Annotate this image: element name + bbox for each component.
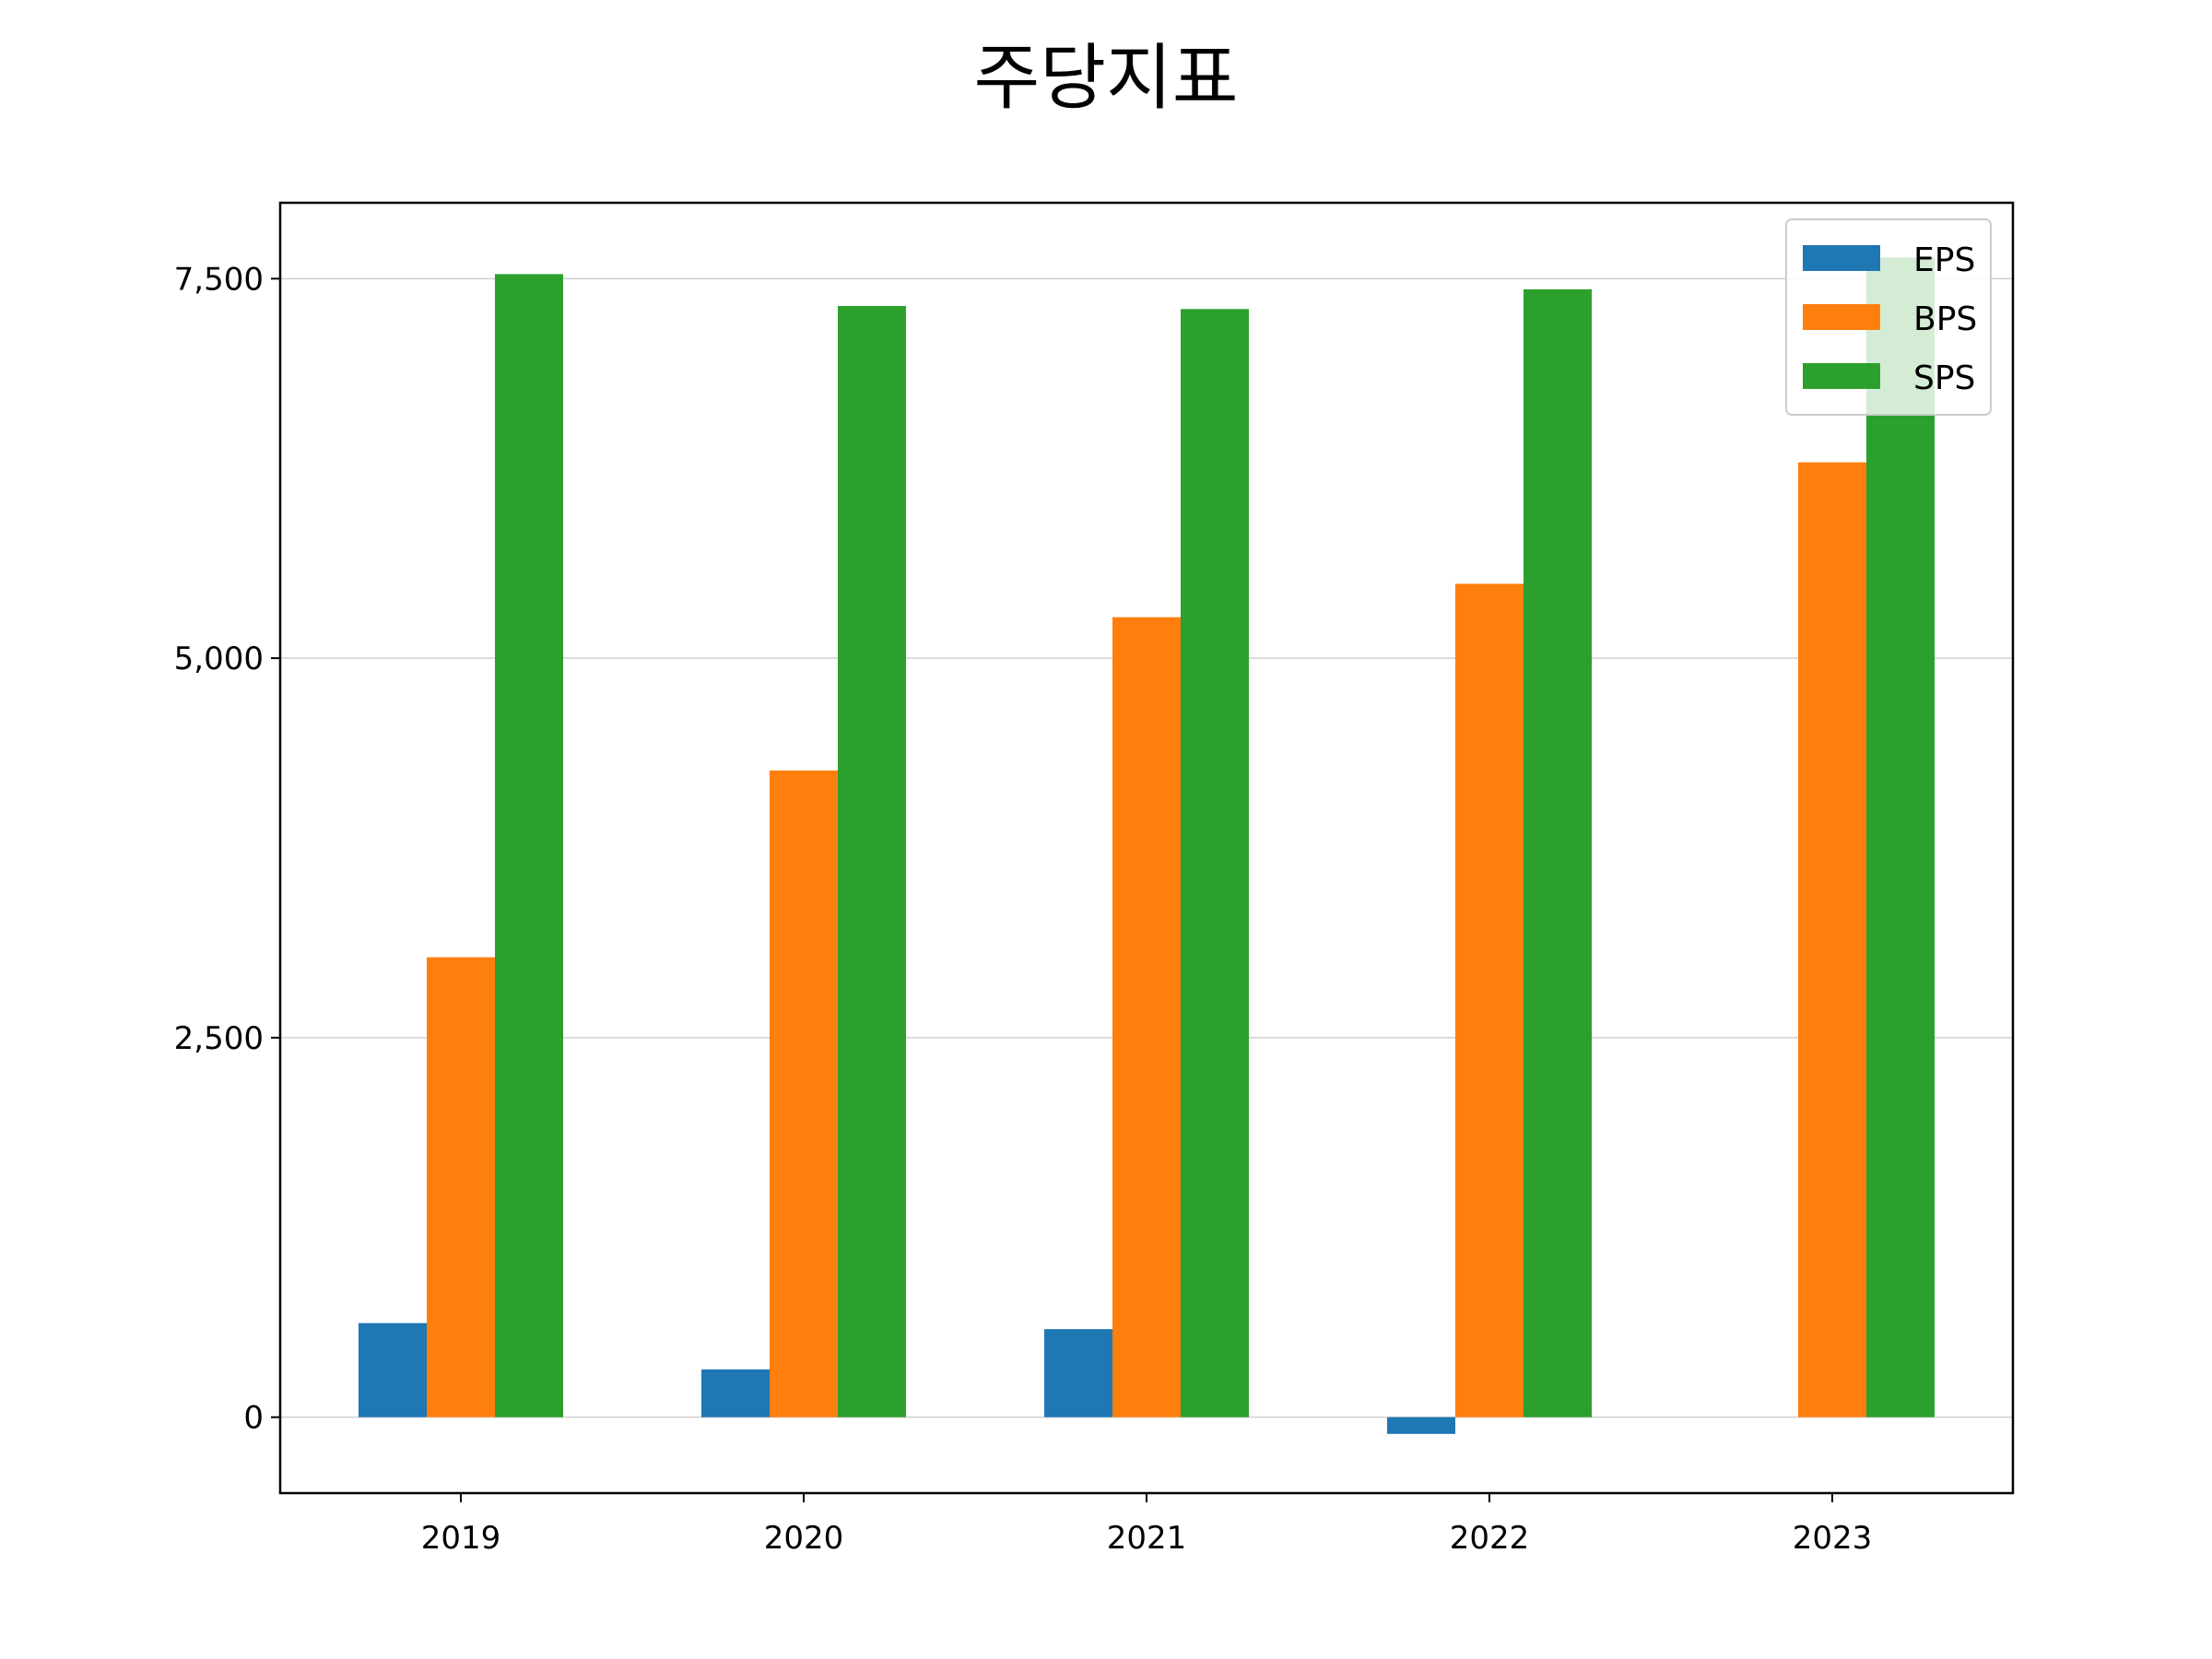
bar-eps-2019 bbox=[359, 1323, 427, 1418]
legend-label-eps: EPS bbox=[1913, 241, 1975, 279]
y-tick-label: 0 bbox=[243, 1400, 264, 1437]
legend-swatch-bps bbox=[1803, 304, 1880, 330]
bar-sps-2022 bbox=[1524, 288, 1592, 1418]
legend-label-sps: SPS bbox=[1913, 359, 1975, 397]
bar-sps-2019 bbox=[495, 274, 563, 1418]
bar-sps-2021 bbox=[1181, 309, 1249, 1418]
bar-eps-2022 bbox=[1387, 1417, 1455, 1434]
bar-eps-2020 bbox=[701, 1369, 770, 1418]
bar-sps-2023 bbox=[1866, 257, 1935, 1418]
legend: EPS BPS SPS bbox=[1785, 218, 1992, 416]
x-tick-label: 2020 bbox=[764, 1520, 844, 1557]
y-tick-label: 5,000 bbox=[174, 641, 264, 677]
x-tick-label: 2019 bbox=[421, 1520, 501, 1557]
bar-bps-2023 bbox=[1798, 462, 1866, 1418]
y-tick-label: 7,500 bbox=[174, 261, 264, 298]
bar-bps-2019 bbox=[427, 957, 495, 1418]
y-tick-label: 2,500 bbox=[174, 1020, 264, 1057]
legend-swatch-sps bbox=[1803, 363, 1880, 389]
x-tick-label: 2022 bbox=[1450, 1520, 1530, 1557]
bar-bps-2020 bbox=[770, 771, 838, 1418]
bar-bps-2022 bbox=[1455, 583, 1524, 1418]
bars bbox=[359, 257, 1935, 1434]
chart-title: 주당지표 bbox=[973, 37, 1239, 120]
x-tick-label: 2023 bbox=[1793, 1520, 1873, 1557]
legend-swatch-eps bbox=[1803, 245, 1880, 271]
x-tick-label: 2021 bbox=[1107, 1520, 1187, 1557]
bar-bps-2021 bbox=[1112, 617, 1181, 1418]
axis-ticks: 0 2,500 5,000 7,500 2019 2020 2021 2022 2023 bbox=[174, 261, 1873, 1557]
legend-label-bps: BPS bbox=[1913, 300, 1977, 338]
bar-sps-2020 bbox=[838, 306, 906, 1418]
bar-eps-2021 bbox=[1044, 1329, 1112, 1418]
